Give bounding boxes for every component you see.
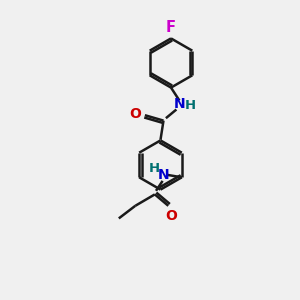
Text: O: O bbox=[165, 209, 177, 224]
Text: H: H bbox=[185, 99, 196, 112]
Text: H: H bbox=[149, 162, 160, 175]
Text: N: N bbox=[158, 168, 169, 182]
Text: O: O bbox=[129, 107, 141, 121]
Text: N: N bbox=[174, 97, 186, 111]
Text: F: F bbox=[166, 20, 176, 35]
